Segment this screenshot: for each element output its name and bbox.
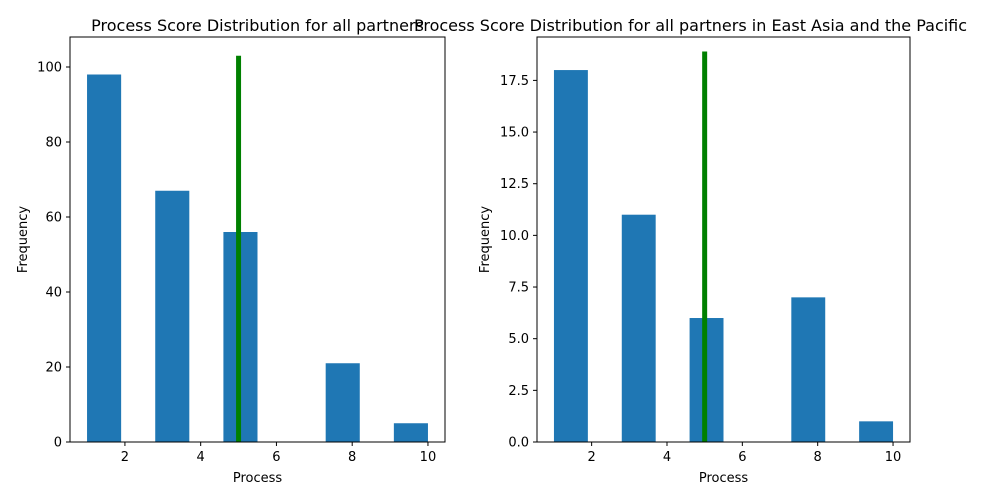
x-tick-label: 2 xyxy=(587,450,595,465)
y-axis-label: Frequency xyxy=(478,206,493,273)
chart-title: Process Score Distribution for all partn… xyxy=(91,16,424,35)
y-axis-label: Frequency xyxy=(16,206,31,273)
right-histogram-panel: 2 4 6 8 10 0.0 2.5 5.0 7.5 10.0 12.5 15.0 17.5 Proces… xyxy=(414,16,967,486)
y-tick-label: 20 xyxy=(45,361,62,376)
y-tick-label: 5.0 xyxy=(508,332,529,347)
y-tick-label: 100 xyxy=(37,61,62,76)
x-tick-label: 2 xyxy=(121,450,129,465)
x-tick-label: 6 xyxy=(738,450,746,465)
x-tick-label: 4 xyxy=(197,450,205,465)
histogram-bar xyxy=(791,297,826,442)
y-tick-label: 15.0 xyxy=(500,126,529,141)
histogram-bar xyxy=(621,214,656,442)
x-tick-label: 8 xyxy=(348,450,356,465)
y-tick-label: 2.5 xyxy=(508,384,529,399)
y-tick-label: 40 xyxy=(45,286,62,301)
y-tick-label: 0.0 xyxy=(508,436,529,451)
y-tick-label: 60 xyxy=(45,211,62,226)
y-tick-label: 7.5 xyxy=(508,281,529,296)
y-tick-label: 12.5 xyxy=(500,177,529,192)
histogram-bar xyxy=(325,363,360,442)
y-tick-label: 17.5 xyxy=(500,74,529,89)
x-tick-label: 10 xyxy=(420,450,437,465)
left-histogram-panel: 2 4 6 8 10020406080100ProcessFrequencyProces… xyxy=(16,16,446,486)
axes-frame xyxy=(536,36,911,443)
histogram-bar xyxy=(859,421,894,442)
histogram-bar xyxy=(155,190,190,442)
x-axis-label: Process xyxy=(699,471,749,486)
histogram-bar xyxy=(87,74,122,442)
histogram-bar xyxy=(393,423,428,442)
x-tick-label: 6 xyxy=(272,450,280,465)
x-axis-label: Process xyxy=(233,471,283,486)
y-tick-label: 80 xyxy=(45,136,62,151)
histogram-bar xyxy=(553,70,588,443)
axes-frame xyxy=(69,36,446,443)
chart-title: Process Score Distribution for all partn… xyxy=(414,16,967,35)
y-tick-label: 0 xyxy=(54,436,62,451)
y-tick-label: 10.0 xyxy=(500,229,529,244)
x-tick-label: 10 xyxy=(885,450,902,465)
x-tick-label: 8 xyxy=(814,450,822,465)
x-tick-label: 4 xyxy=(663,450,671,465)
